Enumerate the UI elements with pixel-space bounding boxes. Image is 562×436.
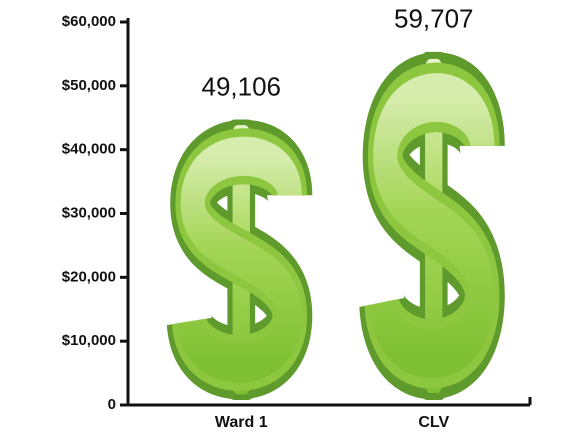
y-tick-label: $10,000 xyxy=(62,332,116,349)
dollar-sign xyxy=(359,51,505,401)
dollar-s-shine xyxy=(369,73,495,379)
y-tick-label: $30,000 xyxy=(62,204,116,221)
value-label: 59,707 xyxy=(394,4,474,34)
x-tick-label: CLV xyxy=(418,414,449,431)
dollar-s-shine xyxy=(177,136,302,383)
x-tick-label: Ward 1 xyxy=(215,414,268,431)
y-tick-label: $60,000 xyxy=(62,13,116,30)
y-tick-label: $50,000 xyxy=(62,77,116,94)
y-tick-label: $20,000 xyxy=(62,268,116,285)
y-tick-label: 0 xyxy=(108,396,116,413)
dollar-sign xyxy=(166,119,313,400)
y-tick-label: $40,000 xyxy=(62,141,116,158)
value-label: 49,106 xyxy=(201,71,281,101)
